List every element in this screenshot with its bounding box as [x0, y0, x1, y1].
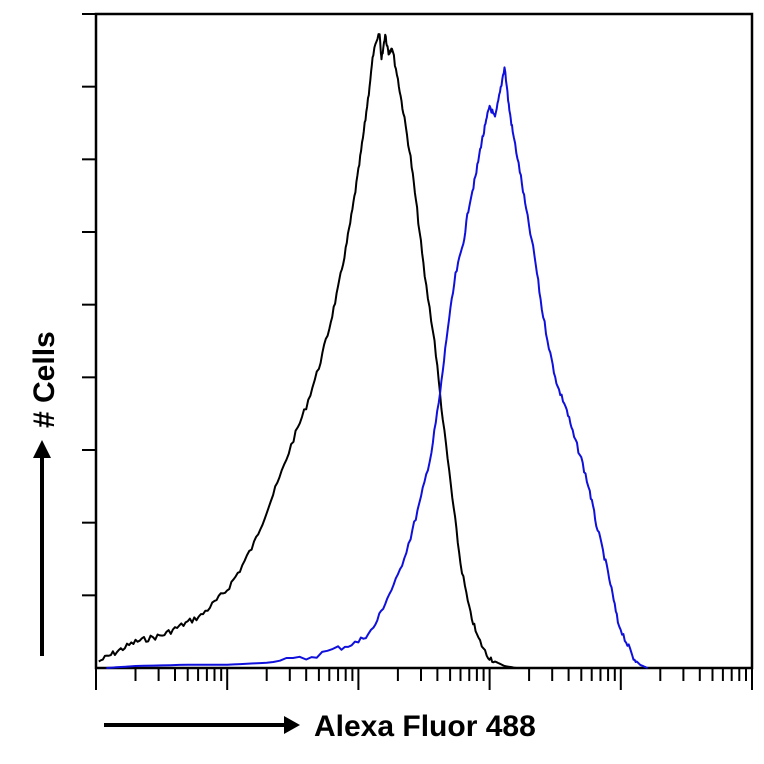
plot-frame	[94, 12, 754, 670]
x-axis-arrow-head	[284, 716, 300, 734]
histogram-series-1	[98, 33, 517, 669]
histogram-series-2	[106, 66, 648, 669]
y-axis-label: # Cells	[28, 331, 61, 428]
y-axis-ticks	[82, 13, 96, 597]
series-layer	[98, 33, 648, 669]
x-axis-label: Alexa Fluor 488	[314, 710, 536, 743]
x-axis-ticks	[95, 668, 753, 690]
y-axis-arrow-head	[33, 440, 51, 458]
